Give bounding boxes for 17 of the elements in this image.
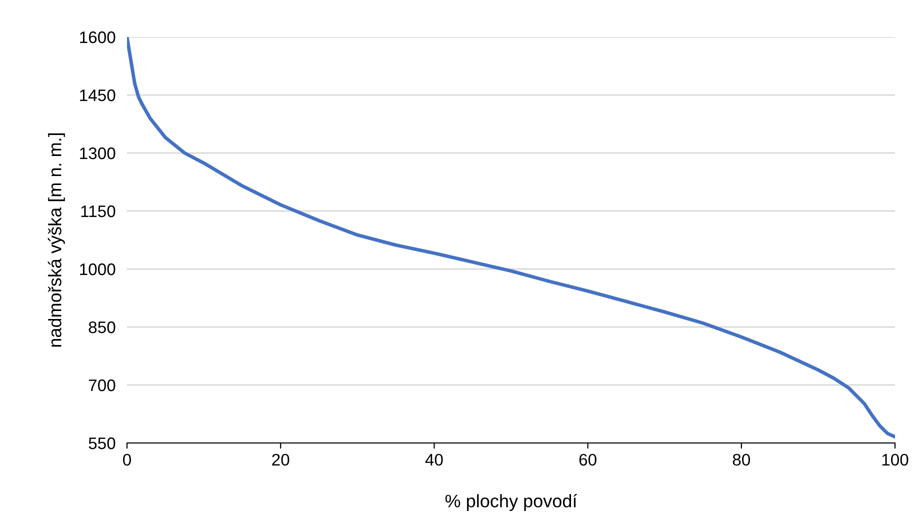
y-tick-label: 550 — [88, 437, 116, 450]
y-tick-label: 1600 — [80, 31, 116, 44]
x-tick-label: 80 — [732, 454, 750, 466]
y-tick-label: 700 — [88, 379, 116, 392]
y-tick-label: 1300 — [80, 147, 116, 160]
y-tick-label: 850 — [88, 321, 116, 334]
y-tick-label: 1000 — [80, 263, 116, 276]
x-tick-label: 100 — [882, 454, 908, 466]
x-tick-label: 0 — [123, 454, 131, 466]
x-tick-label: 20 — [272, 454, 290, 466]
x-tick-label: 60 — [579, 454, 596, 466]
line-series — [127, 37, 895, 439]
y-tick-label: 1450 — [80, 89, 116, 102]
y-axis-title: nadmořská výška [m n. m.] — [48, 133, 65, 347]
x-axis-title: % plochy povodí — [445, 494, 578, 511]
x-tick-label: 40 — [425, 454, 443, 466]
y-tick-label: 1150 — [81, 205, 116, 218]
